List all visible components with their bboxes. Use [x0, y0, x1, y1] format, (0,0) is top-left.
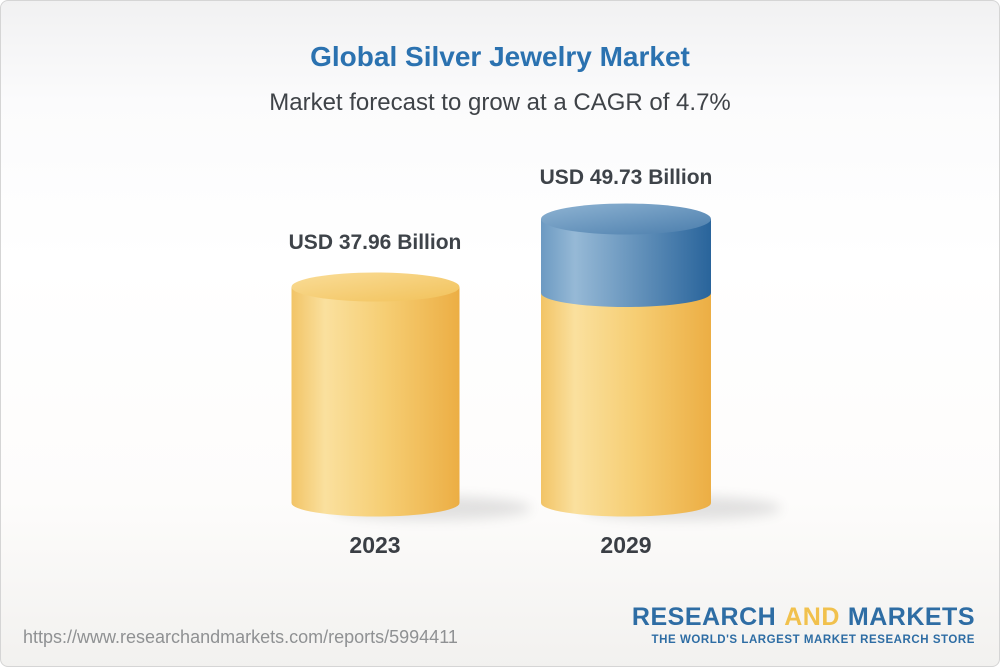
brand-word-markets: MARKETS	[847, 603, 975, 631]
value-label-2029: USD 49.73 Billion	[539, 166, 713, 189]
category-label-2029: 2029	[600, 532, 652, 558]
bar-2023-body	[291, 287, 460, 517]
value-label-2023: USD 37.96 Billion	[288, 231, 462, 254]
brand-logo: RESEARCH AND MARKETS THE WORLD'S LARGEST…	[632, 605, 975, 647]
brand-tagline: THE WORLD'S LARGEST MARKET RESEARCH STOR…	[651, 634, 975, 646]
brand-word-and: AND	[784, 603, 840, 631]
page-subtitle: Market forecast to grow at a CAGR of 4.7…	[269, 89, 731, 116]
bar-2023-top	[291, 272, 460, 302]
bar-shadow-2023	[331, 496, 531, 520]
bar-2029-base-body	[541, 281, 711, 517]
brand-wordmark: RESEARCH AND MARKETS	[632, 605, 975, 630]
category-label-2023: 2023	[349, 532, 401, 558]
report-url: https://www.researchandmarkets.com/repor…	[23, 627, 458, 647]
page-title: Global Silver Jewelry Market	[310, 41, 690, 72]
bar-shadow-2029	[581, 496, 781, 520]
brand-word-research: RESEARCH	[631, 603, 777, 631]
bar-2029-growth-body	[541, 219, 711, 307]
bar-2029-top	[541, 203, 711, 235]
